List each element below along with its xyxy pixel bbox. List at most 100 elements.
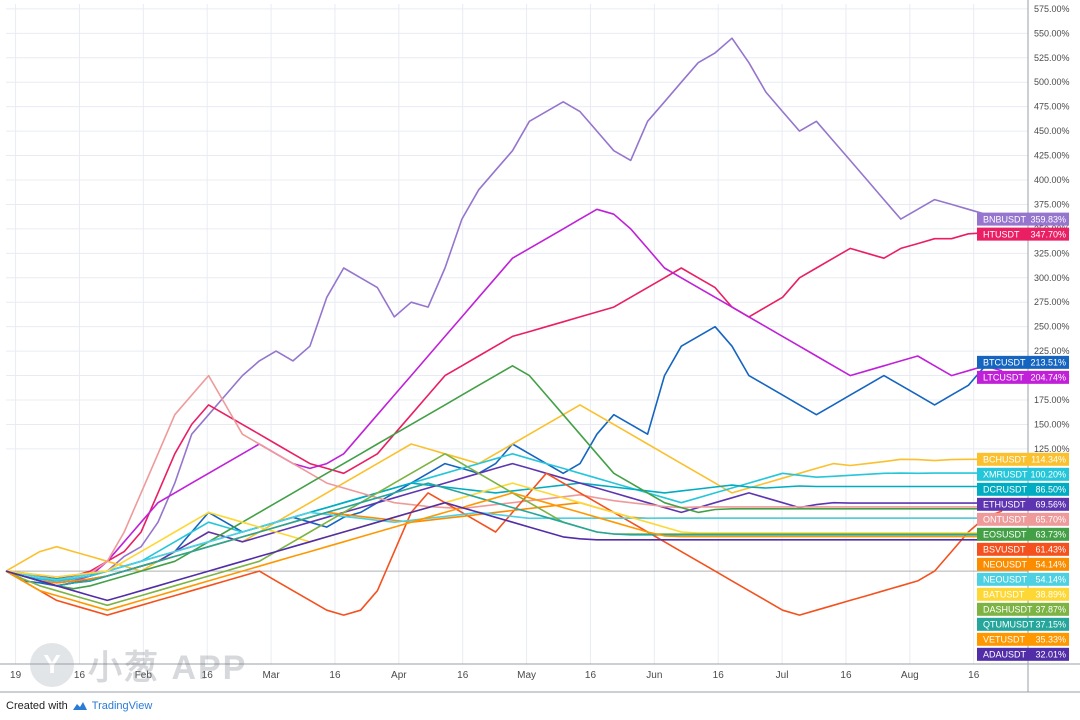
y-tick-label: 400.00% (1034, 175, 1070, 185)
price-tag-xmrusdt: XMRUSDT 100.20% (977, 467, 1069, 481)
series-line-bsvusdt (5, 472, 1003, 616)
price-tag-bg (977, 370, 1069, 384)
x-tick-label: 16 (968, 670, 980, 681)
watermark-logo-icon: Y (30, 642, 74, 687)
price-tag-value: 54.14% (1035, 575, 1066, 585)
y-tick-label: 450.00% (1034, 126, 1070, 136)
price-tag-symbol: EOSUSDT (983, 530, 1027, 540)
price-tag-symbol: HTUSDT (983, 229, 1020, 239)
price-tag-symbol: DASHUSDT (983, 605, 1033, 615)
footer: Created with TradingView (6, 698, 152, 714)
price-tag-bg (977, 647, 1069, 661)
price-tag-symbol: ONTUSDT (983, 515, 1027, 525)
y-tick-label: 300.00% (1034, 273, 1070, 283)
price-tag-btcusdt: BTCUSDT 213.51% (977, 355, 1069, 369)
price-tag-symbol: BTCUSDT (983, 358, 1026, 368)
price-tag-htusdt: HTUSDT 347.70% (977, 227, 1069, 241)
x-tick-label: 16 (457, 670, 469, 681)
price-tag-symbol: BNBUSDT (983, 214, 1027, 224)
x-tick-label: 19 (10, 670, 22, 681)
x-tick-label: 16 (74, 670, 86, 681)
price-tag-bg (977, 512, 1069, 526)
y-tick-label: 125.00% (1034, 444, 1070, 454)
price-tag-value: 32.01% (1035, 650, 1066, 660)
price-tag-bg (977, 227, 1069, 241)
price-tag-value: 86.50% (1035, 485, 1066, 495)
price-tag-value: 347.70% (1030, 229, 1066, 239)
price-tag-eosusdt: EOSUSDT 63.73% (977, 527, 1069, 541)
series-line-htusdt (5, 230, 1003, 580)
price-tag-bg (977, 587, 1069, 601)
y-tick-label: 250.00% (1034, 322, 1070, 332)
x-tick-label: Jun (646, 670, 662, 681)
price-tag-neousdt: NEOUSDT 54.14% (977, 557, 1069, 571)
price-tag-value: 61.43% (1035, 545, 1066, 555)
y-tick-label: 275.00% (1034, 297, 1070, 307)
x-tick-label: Feb (135, 670, 153, 681)
x-tick-label: May (517, 670, 536, 681)
x-tick-label: Apr (391, 670, 407, 681)
price-tag-ethusdt: ETHUSDT 69.56% (977, 497, 1069, 511)
price-tag-dashusdt: DASHUSDT 37.87% (977, 602, 1069, 616)
price-tag-bg (977, 602, 1069, 616)
price-tag-bg (977, 542, 1069, 556)
y-tick-label: 375.00% (1034, 199, 1070, 209)
x-tick-label: 16 (713, 670, 725, 681)
price-tag-value: 100.20% (1030, 470, 1066, 480)
price-tag-bg (977, 467, 1069, 481)
price-tag-value: 37.87% (1035, 605, 1066, 615)
price-tag-value: 204.74% (1030, 373, 1066, 383)
x-tick-label: Aug (901, 670, 919, 681)
y-tick-label: 550.00% (1034, 28, 1070, 38)
price-tag-value: 37.15% (1035, 620, 1066, 630)
series-line-neousdt (5, 511, 1003, 581)
price-tag-value: 114.34% (1031, 455, 1066, 465)
series-line-bnbusdt (5, 37, 1003, 582)
series-layer (5, 37, 1003, 616)
price-tag-value: 35.33% (1035, 635, 1066, 645)
y-tick-label: 500.00% (1034, 77, 1070, 87)
price-tag-value: 359.83% (1030, 214, 1066, 224)
series-line-adausdt (5, 501, 1003, 602)
price-tag-bg (977, 355, 1069, 369)
series-line-qtumusdt (5, 482, 1003, 587)
x-tick-label: Jul (776, 670, 789, 681)
price-tag-symbol: DCRUSDT (983, 485, 1028, 495)
price-tag-qtumusdt: QTUMUSDT 37.15% (977, 617, 1069, 631)
axis-layer: 575.00% 550.00% 525.00% 500.00% 475.00% 450.0… (0, 0, 1080, 693)
price-tag-symbol: ADAUSDT (983, 650, 1027, 660)
price-tag-neousdt: NEOUSDT 54.14% (977, 572, 1069, 586)
price-tag-bsvusdt: BSVUSDT 61.43% (977, 542, 1069, 556)
x-tick-label: 16 (202, 670, 214, 681)
price-tag-bchusdt: BCHUSDT 114.34% (977, 452, 1069, 466)
series-line-ltcusdt (5, 208, 1003, 584)
price-tag-symbol: ETHUSDT (983, 500, 1026, 510)
price-tag-batusdt: BATUSDT 38.89% (977, 587, 1069, 601)
tradingview-link[interactable]: TradingView (91, 700, 153, 712)
created-with-label: Created with (6, 700, 68, 712)
price-tag-symbol: BCHUSDT (983, 455, 1027, 465)
price-tag-symbol: BSVUSDT (983, 545, 1026, 555)
watermark-text: 小葱 APP (88, 649, 248, 687)
y-tick-label: 150.00% (1034, 419, 1070, 429)
series-line-ontusdt (5, 374, 1003, 578)
price-tag-value: 54.14% (1035, 560, 1066, 570)
y-tick-label: 475.00% (1034, 102, 1070, 112)
y-tick-label: 575.00% (1034, 4, 1070, 14)
x-tick-label: 16 (840, 670, 852, 681)
price-tag-value: 65.70% (1035, 515, 1066, 525)
x-tick-label: Mar (262, 670, 280, 681)
price-tag-symbol: NEOUSDT (983, 560, 1028, 570)
series-line-xmrusdt (5, 452, 1003, 582)
grid-lines (6, 4, 1028, 664)
price-tag-symbol: XMRUSDT (983, 470, 1028, 480)
series-line-batusdt (5, 482, 1003, 578)
price-tag-value: 38.89% (1035, 590, 1066, 600)
price-tag-symbol: VETUSDT (983, 635, 1026, 645)
price-tag-bg (977, 482, 1069, 496)
price-tag-symbol: NEOUSDT (983, 575, 1028, 585)
price-tag-vetusdt: VETUSDT 35.33% (977, 632, 1069, 646)
price-tag-bg (977, 212, 1069, 226)
price-tag-bg (977, 497, 1069, 511)
